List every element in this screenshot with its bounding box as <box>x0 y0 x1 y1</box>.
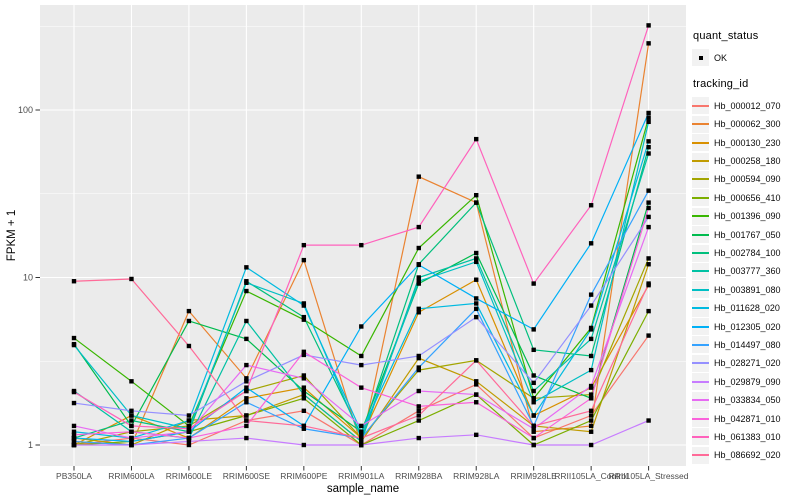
legend-item-Hb_001767_050: Hb_001767_050 <box>692 226 800 244</box>
legend-item-Hb_012305_020: Hb_012305_020 <box>692 318 800 336</box>
legend-tracking-id-items: Hb_000012_070 Hb_000062_300 Hb_000130_230 H… <box>692 97 800 464</box>
axis-ticks <box>35 109 650 471</box>
legend-key-line-icon <box>692 428 709 446</box>
legend-key-line-icon <box>692 318 709 336</box>
gridlines-minor <box>40 25 686 362</box>
legend-label: Hb_003891_080 <box>714 284 781 295</box>
legend-label-ok: OK <box>714 52 728 63</box>
legend-key-line-icon <box>692 336 709 354</box>
legend-item-Hb_061383_010: Hb_061383_010 <box>692 428 800 446</box>
legend-label: Hb_001767_050 <box>714 229 781 240</box>
legend-item-Hb_028271_020: Hb_028271_020 <box>692 354 800 372</box>
legend-key-line-icon <box>692 226 709 244</box>
x-axis-title: sample_name <box>327 483 399 495</box>
legend-item-Hb_000130_230: Hb_000130_230 <box>692 134 800 152</box>
data-points <box>71 23 651 448</box>
legend-key-line-icon <box>692 207 709 225</box>
legend-label: Hb_001396_090 <box>714 211 781 222</box>
legend-label: Hb_000258_180 <box>714 156 781 167</box>
x-tick-label: RRIM901LA <box>338 471 385 481</box>
legend-item-Hb_042871_010: Hb_042871_010 <box>692 410 800 428</box>
legend-item-Hb_086692_020: Hb_086692_020 <box>692 446 800 464</box>
legend-key-ok <box>692 49 709 66</box>
legend-key-line-icon <box>692 446 709 464</box>
legend-item-Hb_014497_080: Hb_014497_080 <box>692 336 800 354</box>
legend-label: Hb_000656_410 <box>714 192 781 203</box>
legend-item-Hb_000062_300: Hb_000062_300 <box>692 115 800 133</box>
legend-item-Hb_000656_410: Hb_000656_410 <box>692 189 800 207</box>
legend-item-Hb_000258_180: Hb_000258_180 <box>692 152 800 170</box>
y-tick-label: 1 <box>28 440 33 450</box>
legend-key-line-icon <box>692 281 709 299</box>
legend-key-line-icon <box>692 189 709 207</box>
legend-label: Hb_000012_070 <box>714 100 781 111</box>
legend-label: Hb_012305_020 <box>714 321 781 332</box>
y-axis-title: FPKM + 1 <box>6 210 18 261</box>
legend-key-line-icon <box>692 152 709 170</box>
y-tick-label: 10 <box>23 273 33 283</box>
x-tick-label: RRIM928LA <box>453 471 500 481</box>
legend-label: Hb_042871_010 <box>714 413 781 424</box>
legend-label: Hb_014497_080 <box>714 339 781 350</box>
legend-key-line-icon <box>692 410 709 428</box>
legend-item-Hb_029879_090: Hb_029879_090 <box>692 373 800 391</box>
legend-label: Hb_000062_300 <box>714 119 781 130</box>
legend-label: Hb_003777_360 <box>714 266 781 277</box>
y-tick-label: 100 <box>18 105 33 115</box>
x-tick-label: RRIM600SE <box>223 471 271 481</box>
x-tick-label: RRIM600LA <box>108 471 155 481</box>
black-square-point-icon <box>698 55 703 60</box>
legend-item-Hb_033834_050: Hb_033834_050 <box>692 391 800 409</box>
legend-key-line-icon <box>692 170 709 188</box>
legend-key-line-icon <box>692 134 709 152</box>
x-tick-label: RRIM928BA <box>395 471 443 481</box>
legend-label: Hb_029879_090 <box>714 376 781 387</box>
legend-item-ok: OK <box>692 49 800 66</box>
legend-label: Hb_000130_230 <box>714 137 781 148</box>
legend-label: Hb_061383_010 <box>714 431 781 442</box>
legend-key-line-icon <box>692 262 709 280</box>
legend-label: Hb_028271_020 <box>714 358 781 369</box>
x-tick-label: RRIM928LE <box>511 471 558 481</box>
legend-item-Hb_000594_090: Hb_000594_090 <box>692 170 800 188</box>
x-tick-label: RRIM600PE <box>280 471 328 481</box>
legend-key-line-icon <box>692 244 709 262</box>
legend-label: Hb_033834_050 <box>714 395 781 406</box>
legend-key-line-icon <box>692 97 709 115</box>
x-tick-label: RRII105LA_Stressed <box>609 471 689 481</box>
legend-title-quant-status: quant_status <box>693 30 759 42</box>
x-tick-label: RRIM600LE <box>166 471 213 481</box>
legend-item-Hb_000012_070: Hb_000012_070 <box>692 97 800 115</box>
legend-key-line-icon <box>692 391 709 409</box>
legend-label: Hb_086692_020 <box>714 450 781 461</box>
legend-item-Hb_011628_020: Hb_011628_020 <box>692 299 800 317</box>
legend-key-line-icon <box>692 115 709 133</box>
legend-label: Hb_000594_090 <box>714 174 781 185</box>
legend-item-Hb_003777_360: Hb_003777_360 <box>692 262 800 280</box>
legend-key-line-icon <box>692 299 709 317</box>
legend-title-tracking-id: tracking_id <box>693 78 749 91</box>
legend-item-Hb_003891_080: Hb_003891_080 <box>692 281 800 299</box>
legend-key-line-icon <box>692 354 709 372</box>
x-tick-label: PB350LA <box>56 471 92 481</box>
legend-key-line-icon <box>692 373 709 391</box>
x-tick-label: RRII105LA_Control <box>554 471 628 481</box>
legend-label: Hb_011628_020 <box>714 303 780 314</box>
legend-item-Hb_001396_090: Hb_001396_090 <box>692 207 800 225</box>
legend-item-Hb_002784_100: Hb_002784_100 <box>692 244 800 262</box>
legend-label: Hb_002784_100 <box>714 248 781 259</box>
legend: quant_status OK tracking_id Hb_000012_07… <box>692 30 800 465</box>
